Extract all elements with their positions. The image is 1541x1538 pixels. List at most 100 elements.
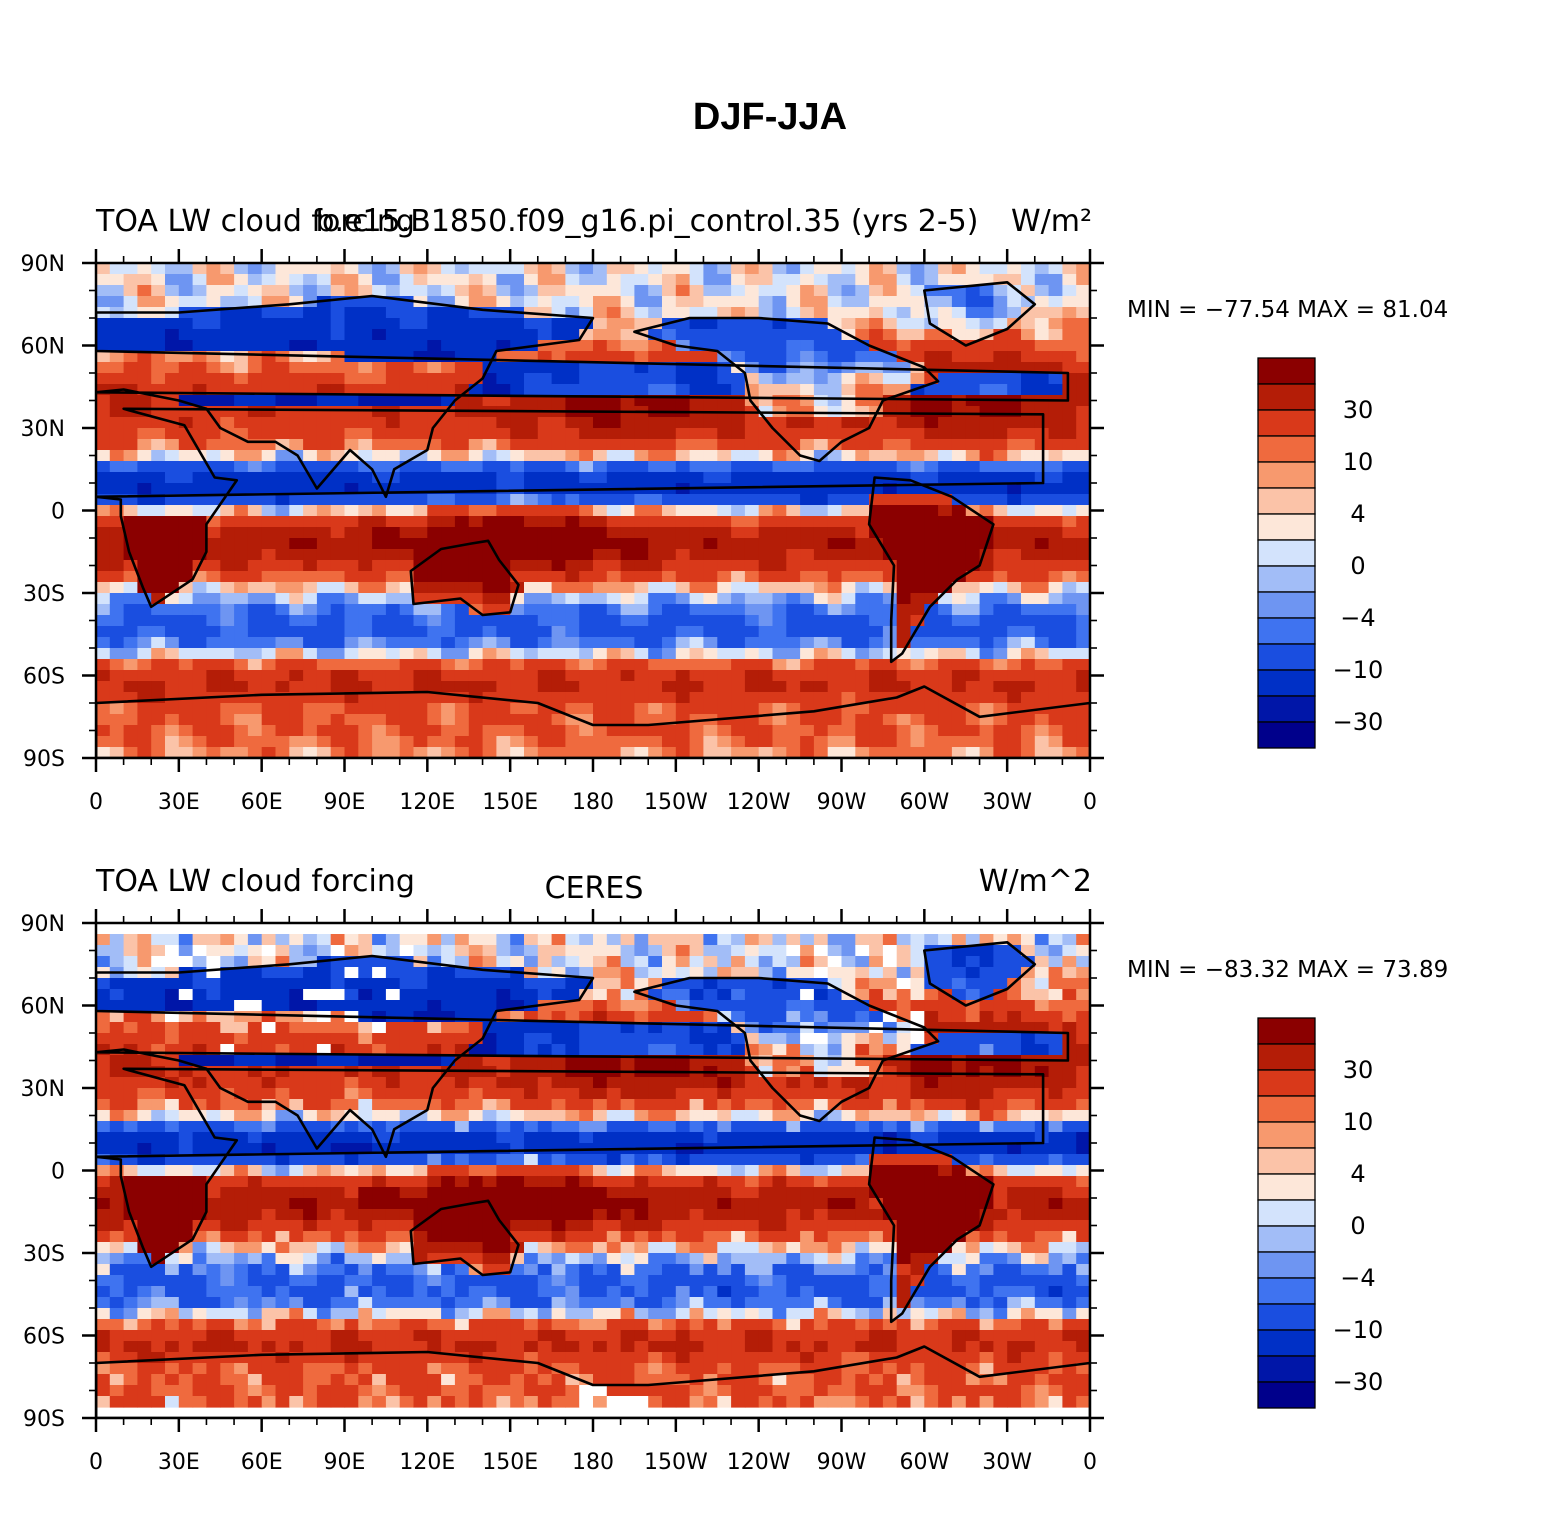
map-cell <box>275 725 290 737</box>
map-cell <box>813 395 829 407</box>
map-cell <box>634 1044 649 1056</box>
map-cell <box>316 362 332 374</box>
map-cell <box>1076 384 1090 396</box>
map-cell <box>151 1121 166 1133</box>
map-cell <box>372 307 387 319</box>
map-cell <box>813 439 829 451</box>
map-cell <box>551 648 566 660</box>
map-cell <box>165 483 180 495</box>
map-cell <box>675 593 691 605</box>
map-cell <box>1021 1000 1036 1012</box>
map-cell <box>551 351 566 363</box>
map-cell <box>192 593 207 605</box>
map-cell <box>372 516 387 528</box>
map-cell <box>882 967 898 979</box>
map-cell <box>896 395 912 407</box>
map-cell <box>675 967 691 979</box>
map-cell <box>993 1143 1008 1155</box>
map-cell <box>717 417 732 429</box>
map-cell <box>800 1176 815 1188</box>
map-cell <box>924 1066 939 1078</box>
map-cell <box>551 725 566 737</box>
map-cell <box>358 516 373 528</box>
map-cell <box>951 978 967 990</box>
map-cell <box>358 1143 373 1155</box>
map-cell <box>206 637 221 649</box>
map-cell <box>123 956 138 968</box>
map-cell <box>565 604 580 616</box>
map-cell <box>1007 747 1022 758</box>
colorbar-box <box>1257 721 1316 749</box>
map-cell <box>675 681 691 693</box>
map-cell <box>220 956 235 968</box>
map-cell <box>841 659 856 671</box>
map-cell <box>316 1110 332 1122</box>
map-cell <box>869 549 884 561</box>
map-cell <box>855 285 870 297</box>
map-cell <box>951 736 967 748</box>
map-cell <box>951 626 967 638</box>
map-cell <box>1007 285 1022 297</box>
map-cell <box>247 1165 263 1177</box>
map-cell <box>620 307 635 319</box>
map-cell <box>330 1187 346 1199</box>
map-cell <box>261 417 277 429</box>
map-cell <box>813 461 829 473</box>
map-cell <box>151 351 166 363</box>
map-cell <box>247 516 263 528</box>
map-cell <box>123 692 138 704</box>
map-cell <box>192 1121 207 1133</box>
map-cell <box>855 681 870 693</box>
map-cell <box>882 945 898 957</box>
map-cell <box>316 604 332 616</box>
map-cell <box>524 362 539 374</box>
map-cell <box>358 626 373 638</box>
map-cell <box>441 1110 456 1122</box>
map-cell <box>1062 274 1077 286</box>
map-cell <box>703 1088 718 1100</box>
map-cell <box>993 1165 1008 1177</box>
map-cell <box>1048 736 1063 748</box>
map-cell <box>151 1011 166 1023</box>
map-cell <box>261 428 277 440</box>
map-cell <box>979 560 994 572</box>
map-cell <box>537 461 553 473</box>
map-cell <box>247 406 263 418</box>
map-cell <box>441 1099 456 1111</box>
map-cell <box>441 560 456 572</box>
map-cell <box>234 395 249 407</box>
map-cell <box>772 637 787 649</box>
map-cell <box>855 318 870 330</box>
map-cell <box>993 450 1008 462</box>
map-cell <box>551 296 566 308</box>
map-cell <box>910 1022 925 1034</box>
map-cell <box>524 1165 539 1177</box>
map-cell <box>330 1033 346 1045</box>
map-cell <box>165 945 180 957</box>
map-cell <box>593 296 608 308</box>
map-cell <box>841 318 856 330</box>
map-cell <box>385 1099 401 1111</box>
map-cell <box>537 395 553 407</box>
map-cell <box>372 527 387 539</box>
map-cell <box>413 450 428 462</box>
map-cell <box>275 406 290 418</box>
map-cell <box>924 373 939 385</box>
map-cell <box>965 1110 981 1122</box>
map-cell <box>165 1165 180 1177</box>
map-cell <box>413 692 428 704</box>
map-cell <box>385 472 401 484</box>
map-cell <box>882 417 898 429</box>
map-cell <box>689 989 704 1001</box>
map-cell <box>137 417 152 429</box>
map-cell <box>786 1143 801 1155</box>
map-cell <box>123 1154 138 1166</box>
map-cell <box>123 329 138 341</box>
map-cell <box>303 1176 318 1188</box>
map-cell <box>993 967 1008 979</box>
map-cell <box>510 527 525 539</box>
map-cell <box>620 472 635 484</box>
map-cell <box>165 659 180 671</box>
map-cell <box>731 538 746 550</box>
map-cell <box>662 1022 677 1034</box>
